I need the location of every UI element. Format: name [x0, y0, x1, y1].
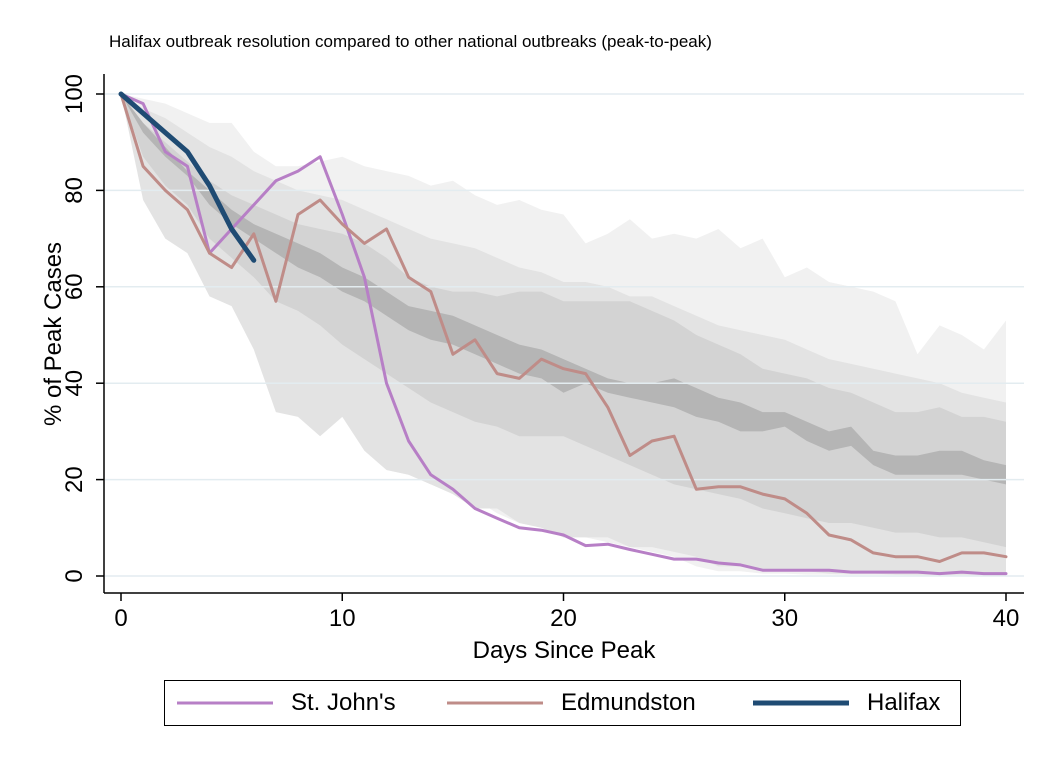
gridlines [105, 93, 1024, 577]
y-tick-label-3: 60 [61, 273, 88, 300]
legend-swatch-edmundston [447, 701, 543, 705]
series-line-0 [119, 92, 1008, 576]
y-axis-label: % of Peak Cases [40, 241, 67, 427]
x-tick-label-4: 40 [993, 605, 1020, 632]
legend-label-st-johns: St. John's [291, 689, 396, 716]
y-tick-label-5: 100 [61, 74, 88, 114]
x-tick-label-0: 0 [114, 605, 127, 632]
axes: 0 20 40 60 80 100 0 10 20 30 40 [61, 74, 1024, 632]
chart-title: Halifax outbreak resolution compared to … [109, 32, 712, 51]
legend-item-edmundston: Edmundston [447, 681, 696, 725]
series-line-2 [118, 91, 257, 263]
legend: St. John's Edmundston Halifax [164, 680, 961, 726]
series-line-1 [119, 92, 1008, 563]
y-tick-label-2: 40 [61, 370, 88, 397]
y-tick-label-1: 20 [61, 466, 88, 493]
band-2 [121, 94, 1006, 548]
x-tick-label-1: 10 [329, 605, 356, 632]
x-tick-label-2: 20 [550, 605, 577, 632]
legend-item-halifax: Halifax [753, 681, 940, 725]
legend-swatch-halifax [753, 700, 849, 706]
y-tick-label-0: 0 [61, 569, 88, 582]
y-tick-label-4: 80 [61, 177, 88, 204]
legend-label-edmundston: Edmundston [561, 689, 696, 716]
legend-item-st-johns: St. John's [177, 681, 396, 725]
x-axis-label: Days Since Peak [472, 637, 656, 664]
legend-label-halifax: Halifax [867, 689, 941, 716]
data-series [118, 91, 1008, 576]
legend-swatch-st-johns [177, 701, 273, 705]
x-tick-label-3: 30 [771, 605, 798, 632]
